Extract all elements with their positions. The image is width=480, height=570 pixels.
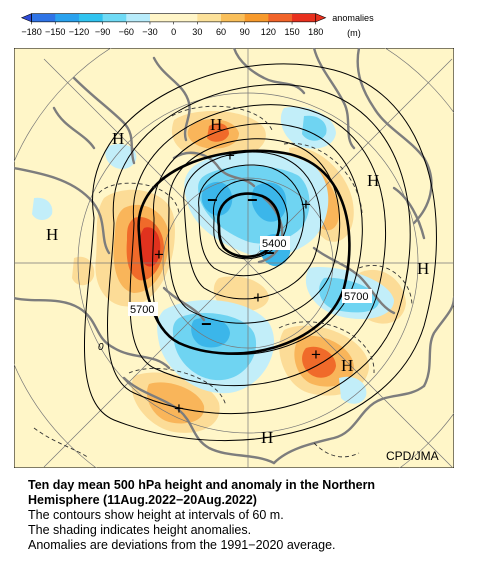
colorbar-tick-label: −120: [69, 27, 89, 37]
contour-label-5400: 5400: [262, 238, 286, 250]
caption-anomaly-note: Anomalies are deviations from the 1991−2…: [28, 538, 336, 552]
caption-contour-note: The contours show height at intervals of…: [28, 508, 284, 522]
polar-stereographic-map: 5400 5700 5700 H H H H H H H + + + + + +…: [14, 48, 454, 468]
colorbar-tick-label: −180: [21, 27, 41, 37]
colorbar-swatch: [268, 13, 293, 22]
figure-caption: Ten day mean 500 hPa height and anomaly …: [28, 478, 468, 553]
colorbar-unit: (m): [347, 28, 361, 38]
colorbar-tick-label: 60: [216, 27, 226, 37]
high-marker: H: [261, 428, 273, 447]
anomaly-colorbar: −180 −150 −120 −90 −60 −30 0 30 60 90 120 150 180 an…: [20, 13, 374, 38]
colorbar-swatch: [126, 13, 151, 22]
colorbar-swatch: [244, 13, 269, 22]
colorbar-tick-labels: −180 −150 −120 −90 −60 −30 0 30 60 90 120 150 180: [21, 21, 323, 37]
caption-title-line-1: Ten day mean 500 hPa height and anomaly …: [28, 478, 376, 492]
colorbar-swatch: [197, 13, 222, 22]
contour-label-5700-east: 5700: [344, 291, 368, 303]
height-contours: [84, 63, 437, 442]
caption-title-line-2: Hemisphere (11Aug.2022−20Aug.2022): [28, 493, 257, 507]
high-marker: H: [210, 115, 222, 134]
minus-marker: −: [264, 243, 275, 263]
negative-center-markers: − − − −: [201, 190, 275, 334]
colorbar-tick-label: 90: [240, 27, 250, 37]
plus-marker: +: [174, 399, 184, 418]
colorbar-tick-label: −30: [142, 27, 157, 37]
contour-label-5700-west: 5700: [130, 304, 154, 316]
colorbar-tick-label: 0: [171, 27, 176, 37]
colorbar-tick-label: 180: [308, 27, 323, 37]
plus-marker: +: [253, 288, 263, 307]
minus-marker: −: [201, 314, 212, 334]
colorbar-swatch: [78, 13, 104, 22]
contour-value-label: 0: [98, 342, 104, 353]
plus-marker: +: [301, 195, 311, 214]
colorbar-min-arrow: [20, 13, 32, 23]
colorbar-swatch: [31, 13, 56, 22]
colorbar-tick-label: −90: [95, 27, 110, 37]
hemisphere-map-panel: 5400 5700 5700 H H H H H H H + + + + + +…: [14, 48, 454, 468]
contour-labels: 5400 5700 5700: [128, 236, 372, 316]
colorbar-swatch: [55, 13, 80, 22]
colorbar-swatch: [102, 13, 127, 22]
plus-marker: +: [311, 345, 321, 364]
anomaly-zero-lines: [33, 105, 413, 459]
high-marker: H: [46, 225, 58, 244]
colorbar-tick-label: 120: [261, 27, 276, 37]
credit-label: CPD/JMA: [386, 449, 439, 463]
colorbar-tick-label: −150: [45, 27, 65, 37]
high-pressure-markers: H H H H H H H: [46, 115, 429, 447]
caption-shading-note: The shading indicates height anomalies.: [28, 523, 252, 537]
high-marker: H: [112, 129, 124, 148]
high-marker: H: [341, 356, 353, 375]
minus-marker: −: [207, 190, 218, 210]
plus-marker: +: [154, 245, 164, 264]
minus-marker: −: [247, 190, 258, 210]
colorbar-swatch: [292, 13, 317, 22]
colorbar-swatches: [20, 13, 327, 23]
colorbar-swatch: [149, 13, 175, 22]
colorbar-tick-label: −60: [119, 27, 134, 37]
colorbar-tick-label: 150: [284, 27, 299, 37]
high-marker: H: [417, 259, 429, 278]
colorbar-swatch: [173, 13, 198, 22]
colorbar-max-arrow: [315, 13, 327, 23]
colorbar-swatch: [221, 13, 246, 22]
positive-center-markers: + + + + + +: [154, 146, 321, 418]
plus-marker: +: [225, 146, 235, 165]
colorbar-tick-label: 30: [192, 27, 202, 37]
colorbar-unit-label: anomalies: [332, 13, 374, 23]
high-marker: H: [367, 171, 379, 190]
